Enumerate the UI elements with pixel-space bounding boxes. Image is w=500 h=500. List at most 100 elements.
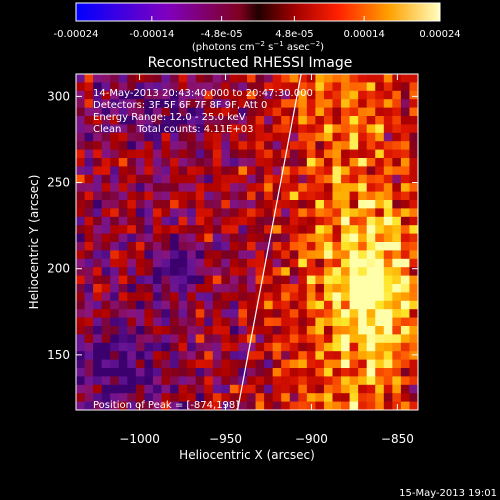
heatmap-cell <box>247 300 257 310</box>
heatmap-cell <box>409 368 418 377</box>
heatmap-cell <box>289 191 299 201</box>
heatmap-cell <box>110 225 120 235</box>
heatmap-cell <box>238 317 248 327</box>
heatmap-cell <box>229 242 240 251</box>
colorbar-tick-label: -4.8e-05 <box>201 29 243 40</box>
heatmap-cell <box>298 166 308 176</box>
heatmap-cell <box>392 191 402 201</box>
heatmap-cell <box>221 90 231 100</box>
y-tick-label: 200 <box>47 262 70 276</box>
heatmap-cell <box>247 401 257 410</box>
heatmap-cell <box>170 342 180 352</box>
heatmap-cell <box>221 191 231 201</box>
heatmap-cell <box>221 200 231 209</box>
heatmap-cell <box>76 191 86 201</box>
heatmap-cell <box>118 401 128 410</box>
heatmap-cell <box>144 216 154 226</box>
heatmap-cell <box>298 107 308 117</box>
heatmap-cell <box>76 99 86 109</box>
heatmap-cell <box>161 107 171 117</box>
heatmap-cell <box>110 183 120 193</box>
heatmap-cell <box>306 99 316 109</box>
heatmap-cell <box>229 166 240 176</box>
heatmap-cell <box>400 107 411 117</box>
heatmap-cell <box>400 368 411 377</box>
heatmap-cell <box>221 351 231 361</box>
heatmap-cell <box>93 242 103 251</box>
heatmap-cell <box>375 300 385 310</box>
heatmap-cell <box>400 166 411 176</box>
heatmap-cell <box>400 225 411 235</box>
heatmap-cell <box>161 376 171 386</box>
heatmap-cell <box>187 216 197 226</box>
heatmap-cell <box>281 368 291 377</box>
heatmap-cell <box>221 124 231 134</box>
heatmap-cell <box>358 74 368 83</box>
heatmap-cell <box>187 275 197 285</box>
heatmap-cell <box>315 141 325 151</box>
heatmap-cell <box>332 116 342 125</box>
heatmap-cell <box>161 141 171 151</box>
heatmap-cell <box>366 393 376 403</box>
heatmap-cell <box>349 149 359 159</box>
heatmap-cell <box>247 376 257 386</box>
heatmap-cell <box>375 90 385 100</box>
heatmap-cell <box>187 225 197 235</box>
heatmap-cell <box>289 393 299 403</box>
heatmap-cell <box>323 200 334 209</box>
heatmap-cell <box>135 166 145 176</box>
heatmap-cell <box>306 107 316 117</box>
heatmap-cell <box>349 267 359 277</box>
heatmap-cell <box>221 107 231 117</box>
heatmap-cell <box>161 309 171 319</box>
heatmap-cell <box>195 233 205 243</box>
heatmap-cell <box>212 200 222 209</box>
heatmap-cell <box>264 225 274 235</box>
heatmap-cell <box>358 342 368 352</box>
heatmap-cell <box>238 384 248 394</box>
heatmap-cell <box>118 149 128 159</box>
heatmap-cell <box>118 166 128 176</box>
heatmap-cell <box>349 284 359 293</box>
heatmap-cell <box>264 359 274 369</box>
heatmap-cell <box>161 284 171 293</box>
heatmap-cell <box>272 384 282 394</box>
heatmap-cell <box>170 368 180 377</box>
heatmap-cell <box>323 351 334 361</box>
heatmap-cell <box>375 401 385 410</box>
heatmap-cell <box>118 200 128 209</box>
heatmap-cell <box>383 368 393 377</box>
heatmap-cell <box>409 326 418 335</box>
heatmap-cell <box>238 166 248 176</box>
heatmap-cell <box>204 384 214 394</box>
heatmap-cell <box>392 166 402 176</box>
heatmap-cell <box>332 376 342 386</box>
heatmap-cell <box>358 368 368 377</box>
heatmap-cell <box>409 116 418 125</box>
heatmap-cell <box>152 351 163 361</box>
heatmap-cell <box>400 351 411 361</box>
heatmap-cell <box>170 149 180 159</box>
heatmap-cell <box>289 359 299 369</box>
heatmap-cell <box>187 317 197 327</box>
heatmap-cell <box>358 275 368 285</box>
heatmap-cell <box>375 258 385 268</box>
heatmap-cell <box>323 309 334 319</box>
heatmap-cell <box>221 334 231 344</box>
heatmap-cell <box>341 342 351 352</box>
heatmap-cell <box>264 107 274 117</box>
heatmap-cell <box>178 107 188 117</box>
heatmap-cell <box>255 225 265 235</box>
heatmap-cell <box>341 233 351 243</box>
heatmap-cell <box>306 216 316 226</box>
heatmap-cell <box>238 74 248 83</box>
heatmap-cell <box>238 107 248 117</box>
heatmap-cell <box>170 132 180 142</box>
heatmap-cell <box>409 242 418 251</box>
heatmap-cell <box>204 393 214 403</box>
heatmap-cell <box>366 141 376 151</box>
heatmap-cell <box>323 225 334 235</box>
heatmap-cell <box>76 326 86 335</box>
heatmap-cell <box>247 132 257 142</box>
